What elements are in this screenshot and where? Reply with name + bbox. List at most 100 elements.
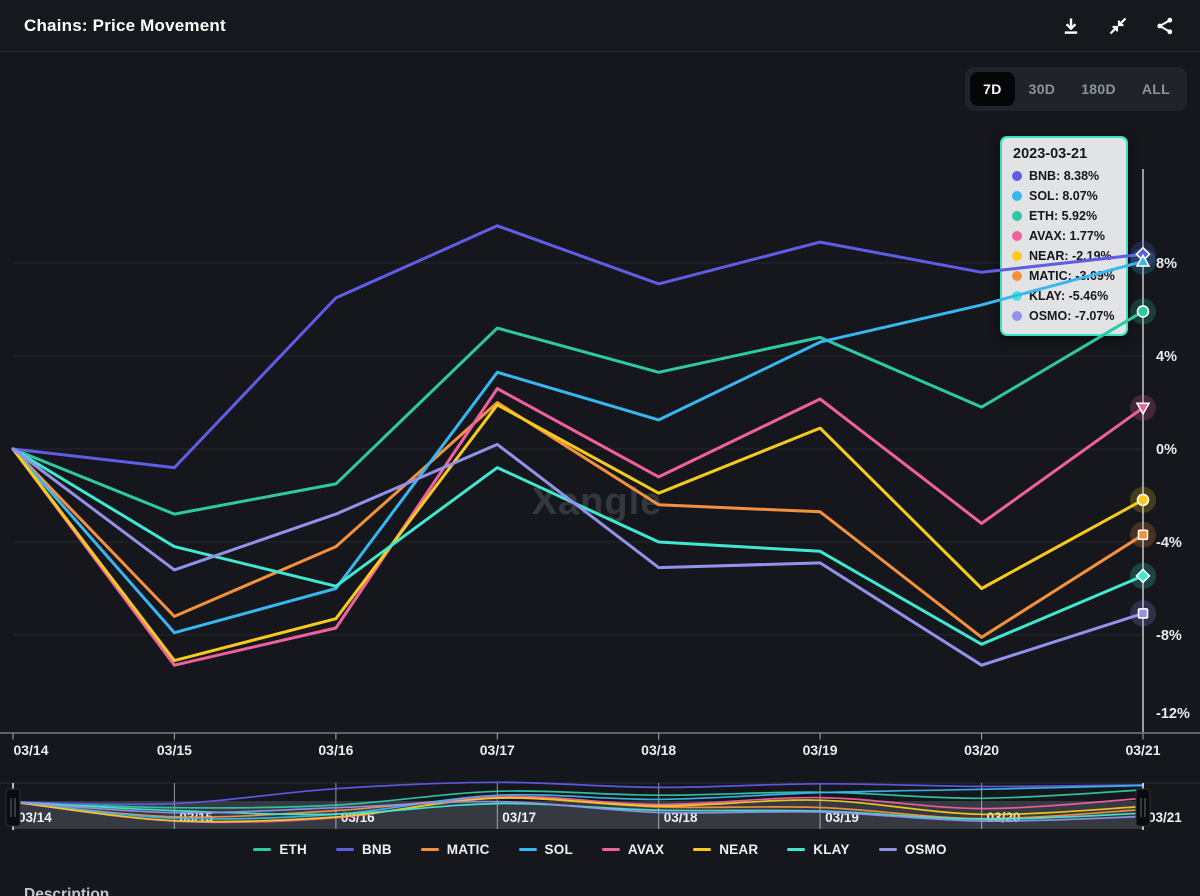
tooltip-value: BNB: 8.38%: [1029, 169, 1100, 183]
legend-swatch-icon: [878, 847, 897, 852]
y-axis-label: -4%: [1156, 535, 1182, 551]
tooltip-value: OSMO: -7.07%: [1029, 309, 1115, 323]
download-button[interactable]: [1060, 15, 1082, 37]
legend-label: NEAR: [719, 842, 759, 857]
series-marker-triangle-up-icon: [1135, 253, 1151, 267]
legend-item-bnb[interactable]: BNB: [335, 842, 392, 857]
x-axis-label: 03/20: [964, 742, 999, 758]
range-button-all[interactable]: ALL: [1130, 72, 1182, 106]
legend-swatch-icon: [335, 847, 354, 852]
x-axis-label: 03/18: [641, 742, 676, 758]
tooltip-row: ETH: 5.92%: [1012, 206, 1116, 226]
tooltip-row: MATIC: -3.69%: [1012, 266, 1116, 286]
navigator-series-matic: [12, 797, 1144, 820]
share-button[interactable]: [1154, 15, 1176, 37]
tooltip-rows: BNB: 8.38% SOL: 8.07% ETH: 5.92% AVAX: 1.77…: [1012, 166, 1116, 326]
marker-halo: [1130, 394, 1156, 421]
marker-halo: [1130, 521, 1156, 548]
legend-swatch-icon: [518, 847, 537, 852]
range-button-30d[interactable]: 30D: [1017, 72, 1068, 106]
legend-label: SOL: [544, 842, 573, 857]
legend-label: MATIC: [446, 842, 490, 857]
navigator-handle-left[interactable]: [5, 788, 21, 827]
range-button-7d[interactable]: 7D: [970, 72, 1015, 106]
series-dot-icon: [1012, 251, 1022, 261]
navigator-series-klay: [12, 801, 1144, 821]
legend-item-eth[interactable]: ETH: [253, 842, 307, 857]
series-line-near[interactable]: [11, 403, 1145, 663]
legend-item-sol[interactable]: SOL: [518, 842, 573, 857]
series-line-osmo[interactable]: [11, 442, 1145, 667]
series-dot-icon: [1012, 271, 1022, 281]
x-axis-label: 03/19: [803, 742, 838, 758]
series-dot-icon: [1012, 211, 1022, 221]
series-dot-icon: [1012, 291, 1022, 301]
navigator-handle-right[interactable]: [1135, 788, 1151, 827]
series-line-bnb[interactable]: [11, 224, 1145, 470]
series-marker-square-icon: [1137, 529, 1149, 541]
legend-swatch-icon: [420, 847, 439, 852]
navigator-label: 03/14: [18, 810, 52, 825]
download-icon: [1064, 18, 1078, 34]
description-heading: Description: [24, 886, 110, 896]
legend-item-osmo[interactable]: OSMO: [878, 842, 947, 857]
y-axis-label: 8%: [1156, 256, 1177, 272]
navigator-series-osmo: [12, 800, 1144, 823]
navigator-label: 03/17: [502, 810, 536, 825]
legend-item-klay[interactable]: KLAY: [787, 842, 849, 857]
y-axis-label: -8%: [1156, 628, 1182, 644]
tooltip-value: SOL: 8.07%: [1029, 189, 1098, 203]
marker-halo: [1130, 298, 1156, 325]
series-line-klay[interactable]: [11, 447, 1145, 646]
navigator-label: 03/15: [179, 810, 213, 825]
x-axis-label: 03/14: [13, 742, 48, 758]
navigator-label: 03/20: [987, 810, 1021, 825]
tooltip-value: ETH: 5.92%: [1029, 209, 1098, 223]
x-axis-label: 03/15: [157, 742, 192, 758]
range-button-180d[interactable]: 180D: [1069, 72, 1128, 106]
legend-item-near[interactable]: NEAR: [693, 842, 758, 857]
tooltip-value: AVAX: 1.77%: [1029, 229, 1105, 243]
series-marker-diamond-icon: [1135, 568, 1151, 584]
chart-tooltip: 2023-03-21 BNB: 8.38% SOL: 8.07% ETH: 5.92…: [1000, 136, 1128, 336]
legend-label: KLAY: [813, 842, 850, 857]
series-line-sol[interactable]: [11, 259, 1145, 635]
series-marker-circle-icon: [1136, 305, 1150, 318]
series-marker-square-icon: [1137, 608, 1149, 619]
series-line-matic[interactable]: [11, 401, 1145, 639]
marker-halo: [1130, 600, 1156, 627]
legend-label: ETH: [279, 842, 307, 857]
legend-swatch-icon: [253, 847, 272, 852]
navigator-series-sol: [12, 784, 1144, 820]
legend-label: BNB: [361, 842, 392, 857]
tooltip-value: NEAR: -2.19%: [1029, 249, 1112, 263]
legend-swatch-icon: [787, 847, 806, 852]
series-line-eth[interactable]: [11, 309, 1145, 516]
tooltip-row: BNB: 8.38%: [1012, 166, 1116, 186]
tooltip-date: 2023-03-21: [1013, 146, 1088, 162]
x-axis-label: 03/17: [480, 742, 515, 758]
y-axis-label: 4%: [1156, 349, 1177, 365]
x-axis-label: 03/16: [318, 742, 353, 758]
series-marker-circle-icon: [1136, 493, 1150, 507]
navigator-series-bnb: [12, 781, 1144, 806]
series-marker-diamond-icon: [1135, 246, 1151, 262]
range-selector: 7D 30D 180D ALL: [965, 67, 1187, 111]
legend-label: OSMO: [904, 842, 947, 857]
series-dot-icon: [1012, 191, 1022, 201]
navigator-label: 03/16: [341, 810, 375, 825]
header-actions: [1060, 15, 1176, 37]
series-line-avax[interactable]: [11, 387, 1145, 667]
y-axis-label: 0%: [1156, 442, 1177, 458]
tooltip-row: NEAR: -2.19%: [1012, 246, 1116, 266]
legend-item-avax[interactable]: AVAX: [601, 842, 664, 857]
collapse-button[interactable]: [1107, 15, 1129, 37]
legend-item-matic[interactable]: MATIC: [420, 842, 490, 857]
navigator-series-avax: [12, 795, 1144, 824]
tooltip-row: SOL: 8.07%: [1012, 186, 1116, 206]
share-icon: [1157, 17, 1173, 34]
navigator-label: 03/21: [1148, 810, 1182, 825]
tooltip-row: OSMO: -7.07%: [1012, 306, 1116, 326]
